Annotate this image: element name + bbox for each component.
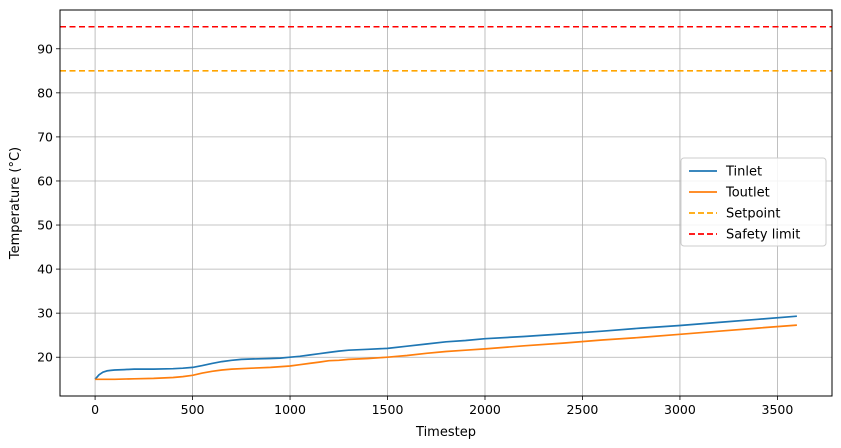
x-tick-label: 500 [181, 402, 205, 417]
y-axis-label: Temperature (°C) [8, 147, 23, 260]
x-tick-label: 2500 [567, 402, 599, 417]
legend: Tinlet Toutlet Setpoint Safety limit [680, 157, 827, 247]
y-tick-label: 50 [37, 218, 53, 233]
x-tick-label: 0 [91, 402, 99, 417]
y-tick-label: 30 [37, 306, 53, 321]
x-tick-label: 1500 [372, 402, 404, 417]
legend-label-toutlet: Toutlet [725, 186, 770, 201]
y-tick-label: 20 [37, 350, 53, 365]
x-tick-label: 1000 [274, 402, 306, 417]
legend-box [680, 157, 827, 247]
y-tick-label: 60 [37, 173, 53, 188]
legend-label-tinlet: Tinlet [725, 165, 762, 180]
axis-ticks: 0 500 1000 1500 2000 2500 3000 3500 20 30 40 50 60 70… [37, 41, 793, 417]
plot-lines [60, 25, 832, 381]
y-tick-label: 40 [37, 262, 53, 277]
x-tick-label: 2000 [469, 402, 501, 417]
x-tick-label: 3000 [664, 402, 696, 417]
x-axis-label: Timestep [415, 425, 476, 440]
tinlet-line [94, 315, 797, 380]
y-tick-label: 90 [37, 41, 53, 56]
y-tick-label: 70 [37, 129, 53, 144]
y-tick-label: 80 [37, 85, 53, 100]
legend-label-safety-limit: Safety limit [726, 228, 800, 243]
toutlet-line [95, 324, 797, 381]
plot-frame [59, 9, 833, 397]
x-tick-label: 3500 [762, 402, 794, 417]
legend-label-setpoint: Setpoint [726, 207, 781, 222]
